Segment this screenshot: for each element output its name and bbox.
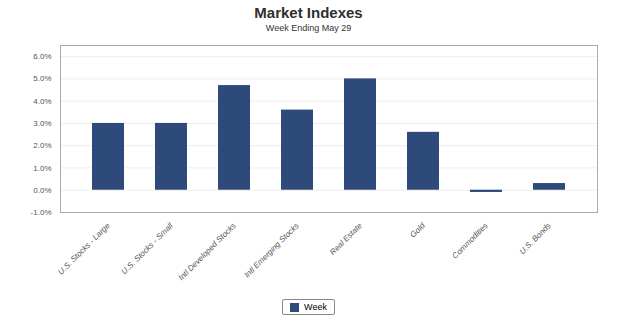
svg-text:1.0%: 1.0% bbox=[33, 164, 51, 173]
svg-text:4.0%: 4.0% bbox=[33, 97, 51, 106]
svg-text:Intl Emerging Stocks: Intl Emerging Stocks bbox=[242, 221, 300, 279]
svg-text:Gold: Gold bbox=[408, 221, 427, 240]
svg-text:U.S. Stocks - Large: U.S. Stocks - Large bbox=[56, 221, 112, 277]
svg-text:0.0%: 0.0% bbox=[33, 186, 51, 195]
svg-text:Commodities: Commodities bbox=[450, 221, 489, 260]
svg-text:U.S. Bonds: U.S. Bonds bbox=[518, 221, 553, 256]
svg-text:Real Estate: Real Estate bbox=[328, 221, 364, 257]
html-text:Week: Week bbox=[304, 302, 327, 312]
svg-text:2.0%: 2.0% bbox=[33, 141, 51, 150]
html-text:Market Indexes: Market Indexes bbox=[254, 4, 363, 21]
svg-text:U.S. Stocks - Small: U.S. Stocks - Small bbox=[120, 221, 175, 276]
svg-text:-1.0%: -1.0% bbox=[31, 208, 52, 217]
svg-text:6.0%: 6.0% bbox=[33, 52, 51, 61]
svg-text:5.0%: 5.0% bbox=[33, 74, 51, 83]
html-text:Week Ending May 29: Week Ending May 29 bbox=[265, 23, 352, 33]
svg-text:3.0%: 3.0% bbox=[33, 119, 51, 128]
svg-text:Intl Developed Stocks: Intl Developed Stocks bbox=[177, 221, 238, 282]
